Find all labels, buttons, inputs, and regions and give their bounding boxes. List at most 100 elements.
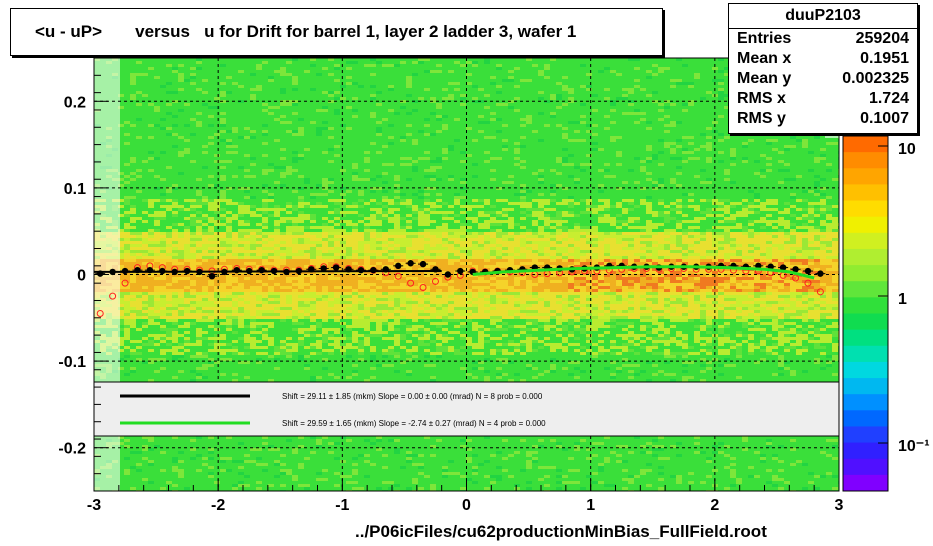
heatmap-cell <box>496 343 502 346</box>
heatmap-cell <box>130 283 136 286</box>
heatmap-cell <box>592 262 598 265</box>
heatmap-cell <box>358 307 364 310</box>
heatmap-cell <box>190 199 196 202</box>
heatmap-cell <box>190 274 196 277</box>
heatmap-cell <box>388 142 394 145</box>
heatmap-cell <box>364 178 370 181</box>
heatmap-cell <box>538 229 544 232</box>
heatmap-cell <box>502 304 508 307</box>
heatmap-cell <box>364 337 370 340</box>
heatmap-cell <box>532 223 538 226</box>
heatmap-cell <box>274 274 280 277</box>
heatmap-cell <box>496 373 502 376</box>
heatmap-cell <box>466 295 472 298</box>
heatmap-cell <box>484 379 490 382</box>
heatmap-cell <box>160 283 166 286</box>
heatmap-cell <box>556 214 562 217</box>
heatmap-cell <box>460 223 466 226</box>
heatmap-cell <box>274 346 280 349</box>
heatmap-cell <box>520 289 526 292</box>
heatmap-cell <box>124 307 130 310</box>
heatmap-cell <box>520 136 526 139</box>
heatmap-cell <box>484 301 490 304</box>
heatmap-cell <box>484 334 490 337</box>
heatmap-cell <box>196 229 202 232</box>
heatmap-cell <box>508 274 514 277</box>
heatmap-cell <box>556 301 562 304</box>
heatmap-cell <box>502 145 508 148</box>
heatmap-cell <box>550 274 556 277</box>
heatmap-cell <box>400 283 406 286</box>
heatmap-cell <box>256 259 262 262</box>
heatmap-cell <box>526 337 532 340</box>
heatmap-cell <box>298 217 304 220</box>
heatmap-cell <box>298 436 304 439</box>
heatmap-cell <box>520 232 526 235</box>
heatmap-cell <box>376 214 382 217</box>
heatmap-cell <box>442 271 448 274</box>
heatmap-cell <box>298 313 304 316</box>
heatmap-cell <box>316 310 322 313</box>
heatmap-cell <box>418 463 424 466</box>
heatmap-cell <box>214 220 220 223</box>
heatmap-cell <box>466 307 472 310</box>
heatmap-cell <box>292 283 298 286</box>
heatmap-cell <box>544 301 550 304</box>
heatmap-cell <box>292 58 298 61</box>
heatmap-cell <box>178 316 184 319</box>
heatmap-cell <box>604 247 610 250</box>
heatmap-cell <box>526 310 532 313</box>
heatmap-cell <box>328 178 334 181</box>
heatmap-cell <box>166 262 172 265</box>
heatmap-cell <box>118 178 124 181</box>
heatmap-cell <box>406 340 412 343</box>
heatmap-cell <box>496 349 502 352</box>
heatmap-cell <box>262 223 268 226</box>
heatmap-cell <box>442 247 448 250</box>
heatmap-cell <box>352 316 358 319</box>
heatmap-cell <box>574 259 580 262</box>
heatmap-cell <box>574 361 580 364</box>
heatmap-cell <box>496 187 502 190</box>
heatmap-cell <box>508 226 514 229</box>
heatmap-cell <box>418 271 424 274</box>
heatmap-cell <box>310 217 316 220</box>
heatmap-cell <box>268 232 274 235</box>
heatmap-cell <box>340 193 346 196</box>
heatmap-cell <box>208 106 214 109</box>
heatmap-cell <box>286 130 292 133</box>
heatmap-cell <box>460 352 466 355</box>
heatmap-cell <box>286 262 292 265</box>
heatmap-cell <box>478 280 484 283</box>
heatmap-cell <box>184 337 190 340</box>
heatmap-cell <box>604 316 610 319</box>
heatmap-cell <box>226 211 232 214</box>
heatmap-cell <box>436 103 442 106</box>
heatmap-cell <box>400 304 406 307</box>
heatmap-cell <box>406 349 412 352</box>
heatmap-cell <box>178 304 184 307</box>
heatmap-cell <box>490 337 496 340</box>
heatmap-cell <box>190 73 196 76</box>
heatmap-cell <box>568 457 574 460</box>
heatmap-cell <box>142 295 148 298</box>
heatmap-cell <box>316 202 322 205</box>
heatmap-cell <box>586 277 592 280</box>
heatmap-cell <box>214 202 220 205</box>
heatmap-cell <box>316 268 322 271</box>
heatmap-cell <box>424 187 430 190</box>
heatmap-cell <box>370 97 376 100</box>
heatmap-cell <box>466 460 472 463</box>
heatmap-cell <box>256 346 262 349</box>
heatmap-cell <box>610 304 616 307</box>
heatmap-cell <box>226 436 232 439</box>
heatmap-cell <box>268 244 274 247</box>
heatmap-cell <box>556 211 562 214</box>
heatmap-cell <box>370 178 376 181</box>
heatmap-cell <box>568 97 574 100</box>
heatmap-cell <box>400 289 406 292</box>
heatmap-cell <box>490 241 496 244</box>
heatmap-cell <box>478 310 484 313</box>
heatmap-cell <box>472 469 478 472</box>
heatmap-cell <box>190 313 196 316</box>
